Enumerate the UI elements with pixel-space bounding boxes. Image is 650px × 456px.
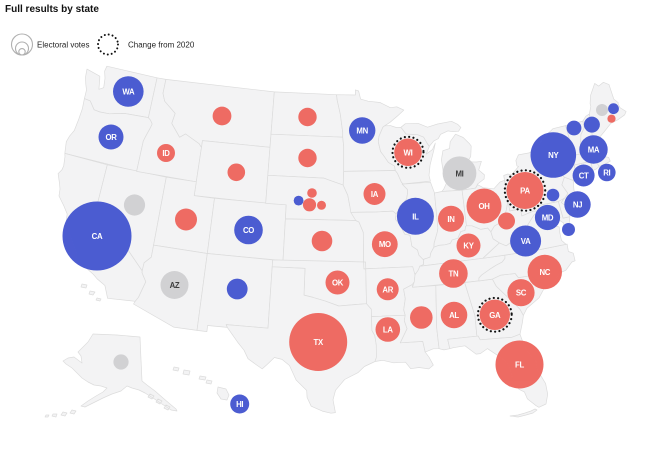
svg-text:MA: MA (588, 146, 600, 155)
svg-text:WI: WI (404, 148, 413, 157)
svg-text:CA: CA (92, 232, 103, 241)
svg-text:AR: AR (382, 285, 393, 294)
svg-text:CT: CT (579, 172, 589, 181)
svg-text:Electoral votes: Electoral votes (37, 41, 89, 50)
svg-text:IL: IL (412, 212, 419, 221)
svg-text:NJ: NJ (573, 201, 582, 210)
svg-text:HI: HI (236, 400, 243, 409)
svg-text:FL: FL (515, 361, 524, 370)
svg-text:OR: OR (105, 133, 117, 142)
svg-text:WA: WA (122, 88, 135, 97)
svg-text:MD: MD (542, 214, 554, 223)
svg-text:IA: IA (371, 190, 379, 199)
svg-text:OH: OH (478, 202, 490, 211)
svg-text:ID: ID (162, 149, 170, 158)
svg-text:PA: PA (520, 187, 530, 196)
svg-text:AL: AL (449, 311, 459, 320)
svg-text:IN: IN (447, 215, 455, 224)
svg-text:MN: MN (356, 127, 368, 136)
svg-text:RI: RI (603, 169, 610, 178)
svg-text:MO: MO (379, 240, 391, 249)
svg-text:OK: OK (332, 279, 344, 288)
svg-text:SC: SC (516, 289, 527, 298)
svg-text:CO: CO (243, 226, 254, 235)
svg-text:TN: TN (449, 270, 459, 279)
svg-text:KY: KY (463, 242, 474, 251)
svg-text:VA: VA (521, 237, 531, 246)
svg-text:NC: NC (539, 268, 550, 277)
svg-text:LA: LA (383, 326, 393, 335)
svg-text:Change from 2020: Change from 2020 (128, 41, 195, 50)
svg-text:AZ: AZ (170, 281, 180, 290)
svg-text:NY: NY (548, 151, 559, 160)
svg-text:MI: MI (455, 169, 463, 178)
svg-text:TX: TX (314, 338, 324, 347)
svg-text:GA: GA (489, 311, 501, 320)
